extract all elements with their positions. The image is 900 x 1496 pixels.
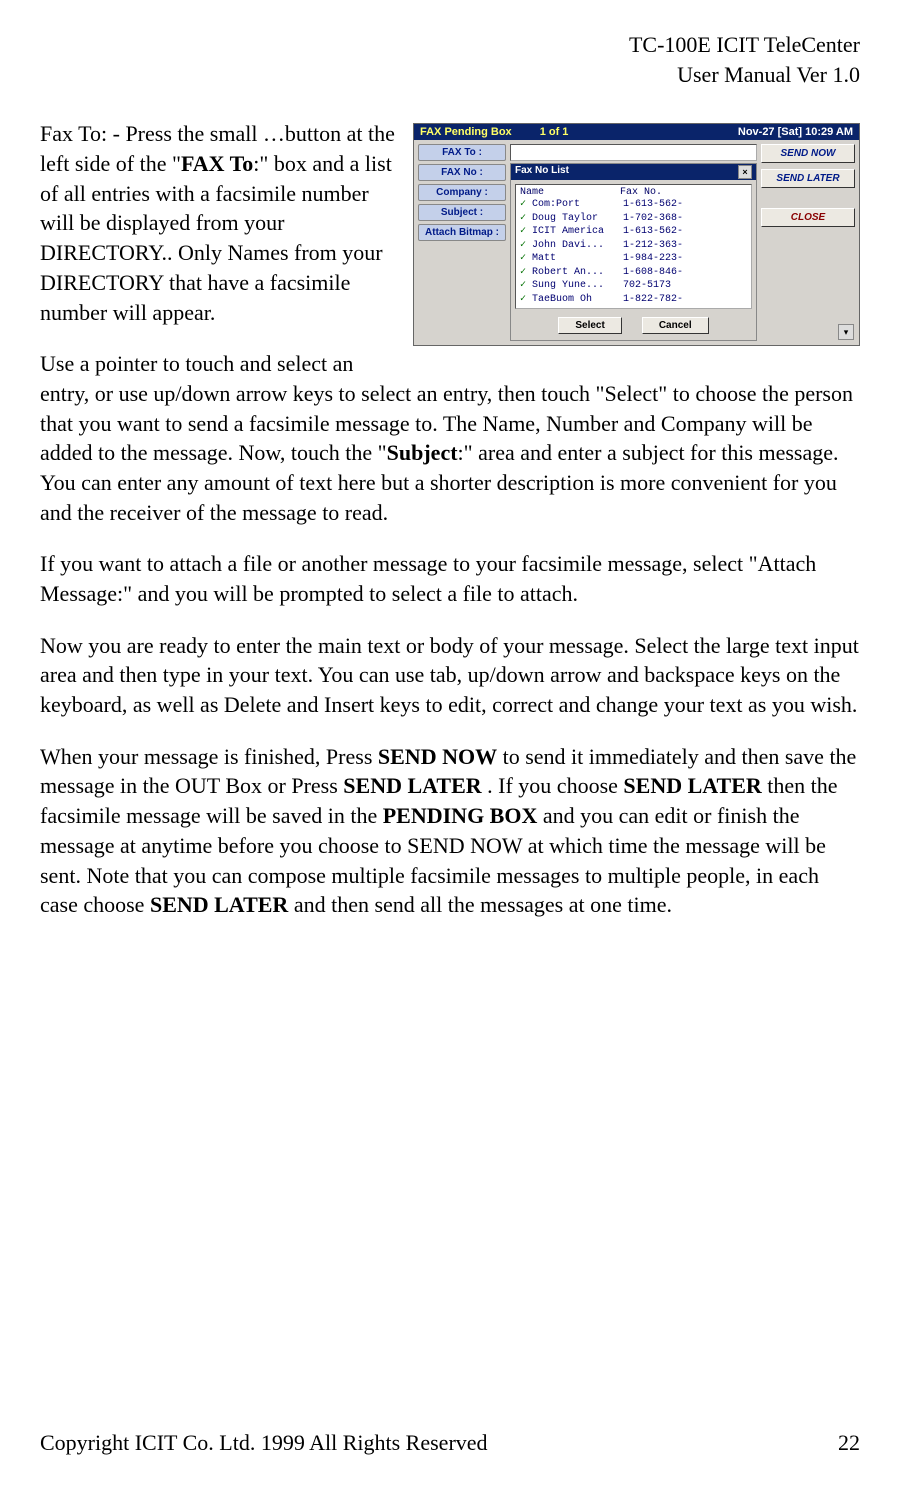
scroll-down-icon[interactable]: ▾ xyxy=(838,324,854,340)
window-title: FAX Pending Box xyxy=(420,126,512,138)
paragraph-3: If you want to attach a file or another … xyxy=(40,549,860,608)
window-titlebar: FAX Pending Box 1 of 1 Nov-27 [Sat] 10:2… xyxy=(414,124,859,140)
label-fax-no: FAX No : xyxy=(418,164,506,181)
close-button[interactable]: CLOSE xyxy=(761,208,855,227)
footer-copyright: Copyright ICIT Co. Ltd. 1999 All Rights … xyxy=(40,1430,488,1456)
col-fax: Fax No. xyxy=(620,187,662,198)
list-item[interactable]: ✓Doug Taylor1-702-368- xyxy=(520,212,747,226)
cancel-button[interactable]: Cancel xyxy=(642,317,709,334)
footer-page-number: 22 xyxy=(838,1430,860,1456)
paragraph-2: Use a pointer to touch and select an ent… xyxy=(40,349,860,527)
page-header: TC-100E ICIT TeleCenter User Manual Ver … xyxy=(40,30,860,89)
popup-close-icon[interactable]: × xyxy=(738,165,752,179)
window-count: 1 of 1 xyxy=(540,126,569,138)
send-later-button[interactable]: SEND LATER xyxy=(761,169,855,188)
field-labels-column: FAX To : FAX No : Company : Subject : At… xyxy=(418,144,506,241)
list-item[interactable]: ✓Matt1-984-223- xyxy=(520,252,747,266)
list-item[interactable]: ✓ICIT America1-613-562- xyxy=(520,225,747,239)
popup-title-text: Fax No List xyxy=(515,165,569,179)
paragraph-5: When your message is finished, Press SEN… xyxy=(40,742,860,920)
list-item[interactable]: ✓John Davi...1-212-363- xyxy=(520,239,747,253)
label-company: Company : xyxy=(418,184,506,201)
list-item[interactable]: ✓TaeBuom Oh1-822-782- xyxy=(520,293,747,307)
window-datetime: Nov-27 [Sat] 10:29 AM xyxy=(738,126,853,138)
list-item[interactable]: ✓Com:Port1-613-562- xyxy=(520,198,747,212)
header-line-1: TC-100E ICIT TeleCenter xyxy=(40,30,860,60)
paragraph-4: Now you are ready to enter the main text… xyxy=(40,631,860,720)
label-attach-bitmap: Attach Bitmap : xyxy=(418,224,506,241)
fax-pending-screenshot: FAX Pending Box 1 of 1 Nov-27 [Sat] 10:2… xyxy=(413,123,860,346)
col-name: Name xyxy=(520,187,620,198)
fax-no-list-popup: Fax No List × Name Fax No. ✓Com:Port1-61… xyxy=(510,163,757,341)
popup-list[interactable]: Name Fax No. ✓Com:Port1-613-562-✓Doug Ta… xyxy=(515,184,752,309)
select-button[interactable]: Select xyxy=(558,317,621,334)
label-fax-to: FAX To : xyxy=(418,144,506,161)
send-now-button[interactable]: SEND NOW xyxy=(761,144,855,163)
header-line-2: User Manual Ver 1.0 xyxy=(40,60,860,90)
page-footer: Copyright ICIT Co. Ltd. 1999 All Rights … xyxy=(40,1430,860,1456)
list-item[interactable]: ✓Robert An...1-608-846- xyxy=(520,266,747,280)
label-subject: Subject : xyxy=(418,204,506,221)
list-item[interactable]: ✓Sung Yune...702-5173 xyxy=(520,279,747,293)
fax-to-field[interactable] xyxy=(510,144,757,161)
